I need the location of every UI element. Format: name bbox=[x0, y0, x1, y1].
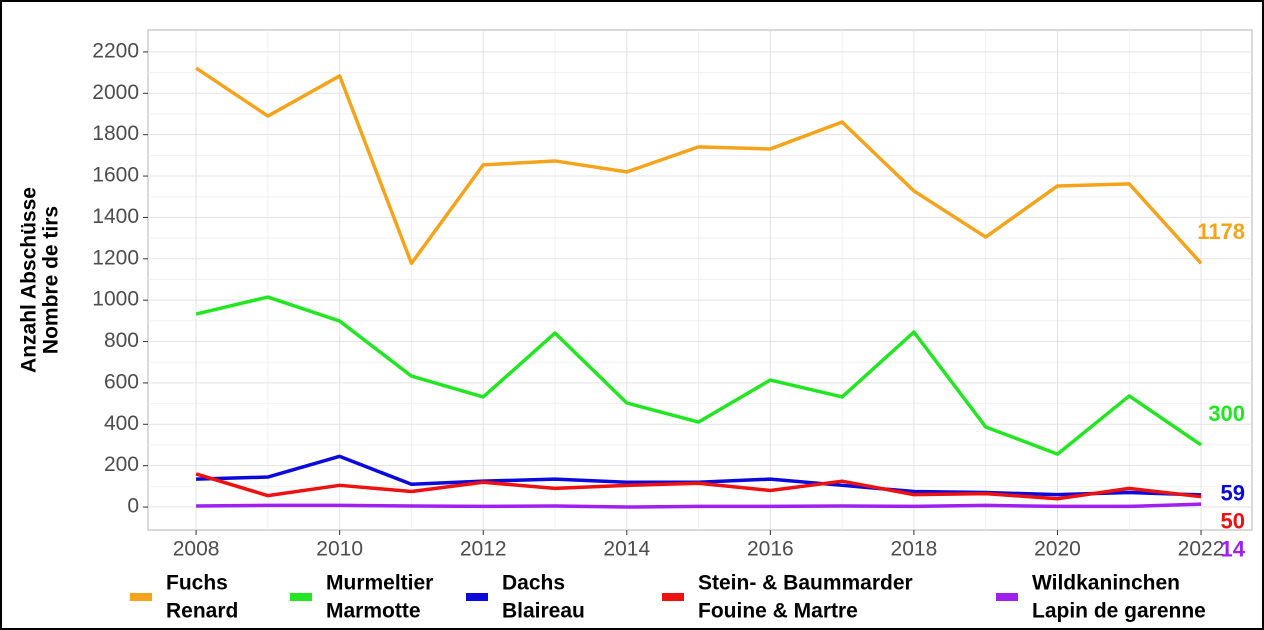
y-tick-label: 1200 bbox=[92, 246, 139, 269]
line bbox=[195, 295, 1203, 456]
x-tick-label: 2010 bbox=[316, 538, 363, 561]
end-label: 59 bbox=[1221, 481, 1245, 506]
y-tick-label: 0 bbox=[127, 495, 139, 518]
y-tick-label: 1600 bbox=[92, 164, 139, 187]
y-tick-label: 800 bbox=[104, 329, 139, 352]
y-tick-label: 2200 bbox=[92, 39, 139, 62]
y-tick-label: 600 bbox=[104, 370, 139, 393]
x-tick-label: 2020 bbox=[1034, 538, 1081, 561]
legend-swatch bbox=[290, 593, 312, 601]
legend-label: Blaireau bbox=[502, 600, 585, 623]
line bbox=[196, 502, 1202, 509]
y-tick-label: 1400 bbox=[92, 205, 139, 228]
legend-swatch bbox=[662, 593, 684, 601]
line bbox=[195, 472, 1202, 501]
end-label: 50 bbox=[1221, 509, 1245, 534]
end-label: 300 bbox=[1208, 401, 1245, 426]
x-tick-label: 2008 bbox=[173, 538, 220, 561]
y-tick-label: 2000 bbox=[92, 81, 139, 104]
y-axis-label: Anzahl Abschüsse bbox=[18, 187, 41, 373]
line bbox=[195, 66, 1203, 266]
end-label: 1178 bbox=[1197, 219, 1245, 244]
end-label: 14 bbox=[1221, 537, 1246, 562]
legend-label: Murmeltier bbox=[326, 572, 433, 595]
legend-label: Dachs bbox=[502, 572, 565, 595]
y-tick-label: 400 bbox=[104, 412, 139, 435]
legend-label: Lapin de garenne bbox=[1032, 600, 1206, 623]
legend-swatch bbox=[130, 593, 152, 601]
y-tick-label: 1800 bbox=[92, 122, 139, 145]
legend-label: Renard bbox=[166, 600, 238, 623]
legend-swatch bbox=[996, 593, 1018, 601]
legend-label: Wildkaninchen bbox=[1032, 572, 1180, 595]
y-axis-label: Nombre de tirs bbox=[40, 206, 63, 354]
legend-label: Marmotte bbox=[326, 600, 421, 623]
legend-label: Fuchs bbox=[166, 572, 228, 595]
x-tick-label: 2018 bbox=[891, 538, 938, 561]
y-tick-label: 1000 bbox=[92, 288, 139, 311]
x-tick-label: 2014 bbox=[603, 538, 650, 561]
y-tick-label: 200 bbox=[104, 453, 139, 476]
x-tick-label: 2016 bbox=[747, 538, 794, 561]
plot-panel bbox=[147, 29, 1253, 531]
legend-label: Fouine & Martre bbox=[698, 600, 858, 623]
x-tick-label: 2022 bbox=[1178, 538, 1225, 561]
x-tick-label: 2012 bbox=[460, 538, 507, 561]
legend-swatch bbox=[466, 593, 488, 601]
legend-label: Stein- & Baummarder bbox=[698, 572, 913, 595]
